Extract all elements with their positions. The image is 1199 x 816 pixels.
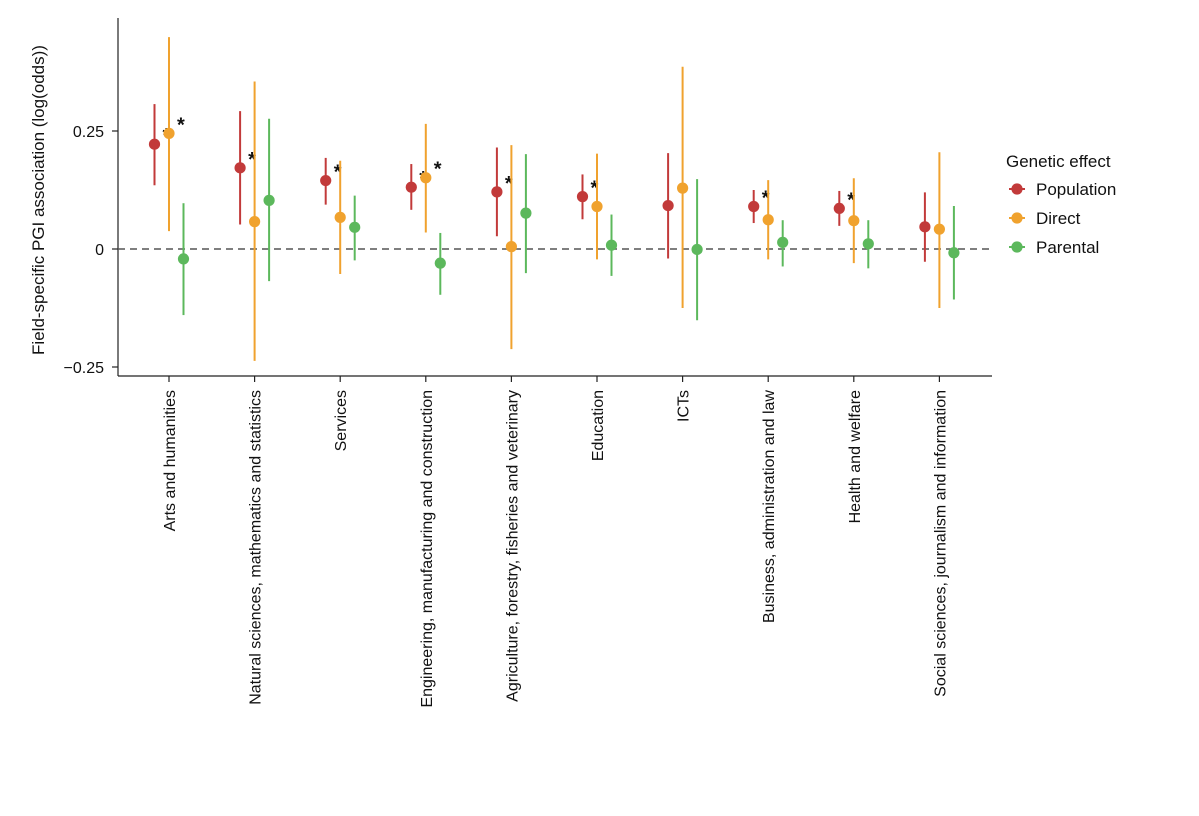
data-point [605, 239, 618, 251]
series-layer: ********** [148, 37, 960, 361]
data-point [762, 214, 774, 226]
x-tick-label: Natural sciences, mathematics and statis… [248, 390, 265, 705]
legend: Genetic effect Population Direct Parental [1006, 152, 1116, 257]
significance-star: * [177, 114, 185, 136]
data-point [163, 127, 175, 139]
data-point [520, 207, 532, 219]
data-point [491, 186, 503, 198]
data-point [349, 221, 361, 233]
data-point [748, 200, 760, 213]
x-tick-label: Arts and humanities [162, 390, 179, 531]
significance-star: * [505, 173, 513, 195]
x-tick-label: Health and welfare [847, 390, 864, 524]
data-point [177, 253, 190, 265]
series-parental [177, 118, 960, 321]
data-point [320, 174, 332, 187]
y-tick-label: 0.25 [73, 124, 104, 141]
data-point [405, 181, 417, 193]
legend-entry-direct: Direct [1009, 209, 1081, 228]
data-point [591, 200, 603, 213]
data-point [234, 162, 246, 174]
data-point [249, 216, 261, 228]
x-tick-label: Services [333, 390, 350, 451]
series-population: * * * * * * * * [148, 104, 931, 262]
significance-star: * [847, 189, 855, 211]
x-tick-label: Business, administration and law [761, 390, 778, 623]
data-point [148, 138, 161, 150]
significance-star: * [248, 149, 256, 171]
x-tick-label: Social sciences, journalism and informat… [932, 390, 949, 697]
legend-marker [1011, 241, 1023, 253]
legend-title: Genetic effect [1006, 152, 1111, 171]
data-point [777, 236, 789, 248]
legend-marker [1011, 212, 1023, 224]
legend-label: Direct [1036, 209, 1081, 228]
data-point [505, 241, 517, 253]
legend-entry-population: Population [1009, 180, 1116, 199]
data-point [691, 243, 703, 256]
legend-entries: Population Direct Parental [1009, 180, 1116, 257]
data-point [263, 194, 275, 206]
data-point [576, 191, 589, 203]
legend-marker [1011, 183, 1023, 195]
legend-entry-parental: Parental [1009, 238, 1099, 257]
legend-label: Parental [1036, 238, 1099, 257]
x-tick-label: Engineering, manufacturing and construct… [419, 390, 436, 708]
data-point [662, 199, 674, 212]
y-tick-label: 0 [95, 242, 104, 259]
x-ticks: Arts and humanities Natural sciences, mat… [162, 376, 949, 708]
data-point [833, 202, 845, 215]
x-tick-label: Education [590, 390, 607, 461]
data-point [420, 172, 432, 184]
significance-star: * [591, 178, 599, 200]
significance-star: * [762, 188, 770, 210]
data-point [334, 211, 346, 223]
legend-label: Population [1036, 180, 1116, 199]
y-ticks: −0.25 0 0.25 [64, 124, 118, 377]
data-point [848, 215, 860, 227]
y-tick-label: −0.25 [64, 360, 105, 377]
data-point [948, 247, 960, 259]
y-axis-title: Field-specific PGI association (log(odds… [29, 45, 48, 355]
x-tick-label: Agriculture, forestry, fisheries and vet… [504, 390, 521, 702]
significance-star: * [334, 162, 342, 184]
data-point [933, 223, 946, 235]
data-point [919, 221, 931, 233]
data-point [677, 182, 689, 194]
significance-star: * [434, 159, 442, 181]
data-point [862, 238, 874, 250]
axes [117, 18, 992, 377]
data-point [434, 257, 446, 269]
x-tick-label: ICTs [676, 390, 693, 422]
series-direct: ** [163, 37, 946, 361]
